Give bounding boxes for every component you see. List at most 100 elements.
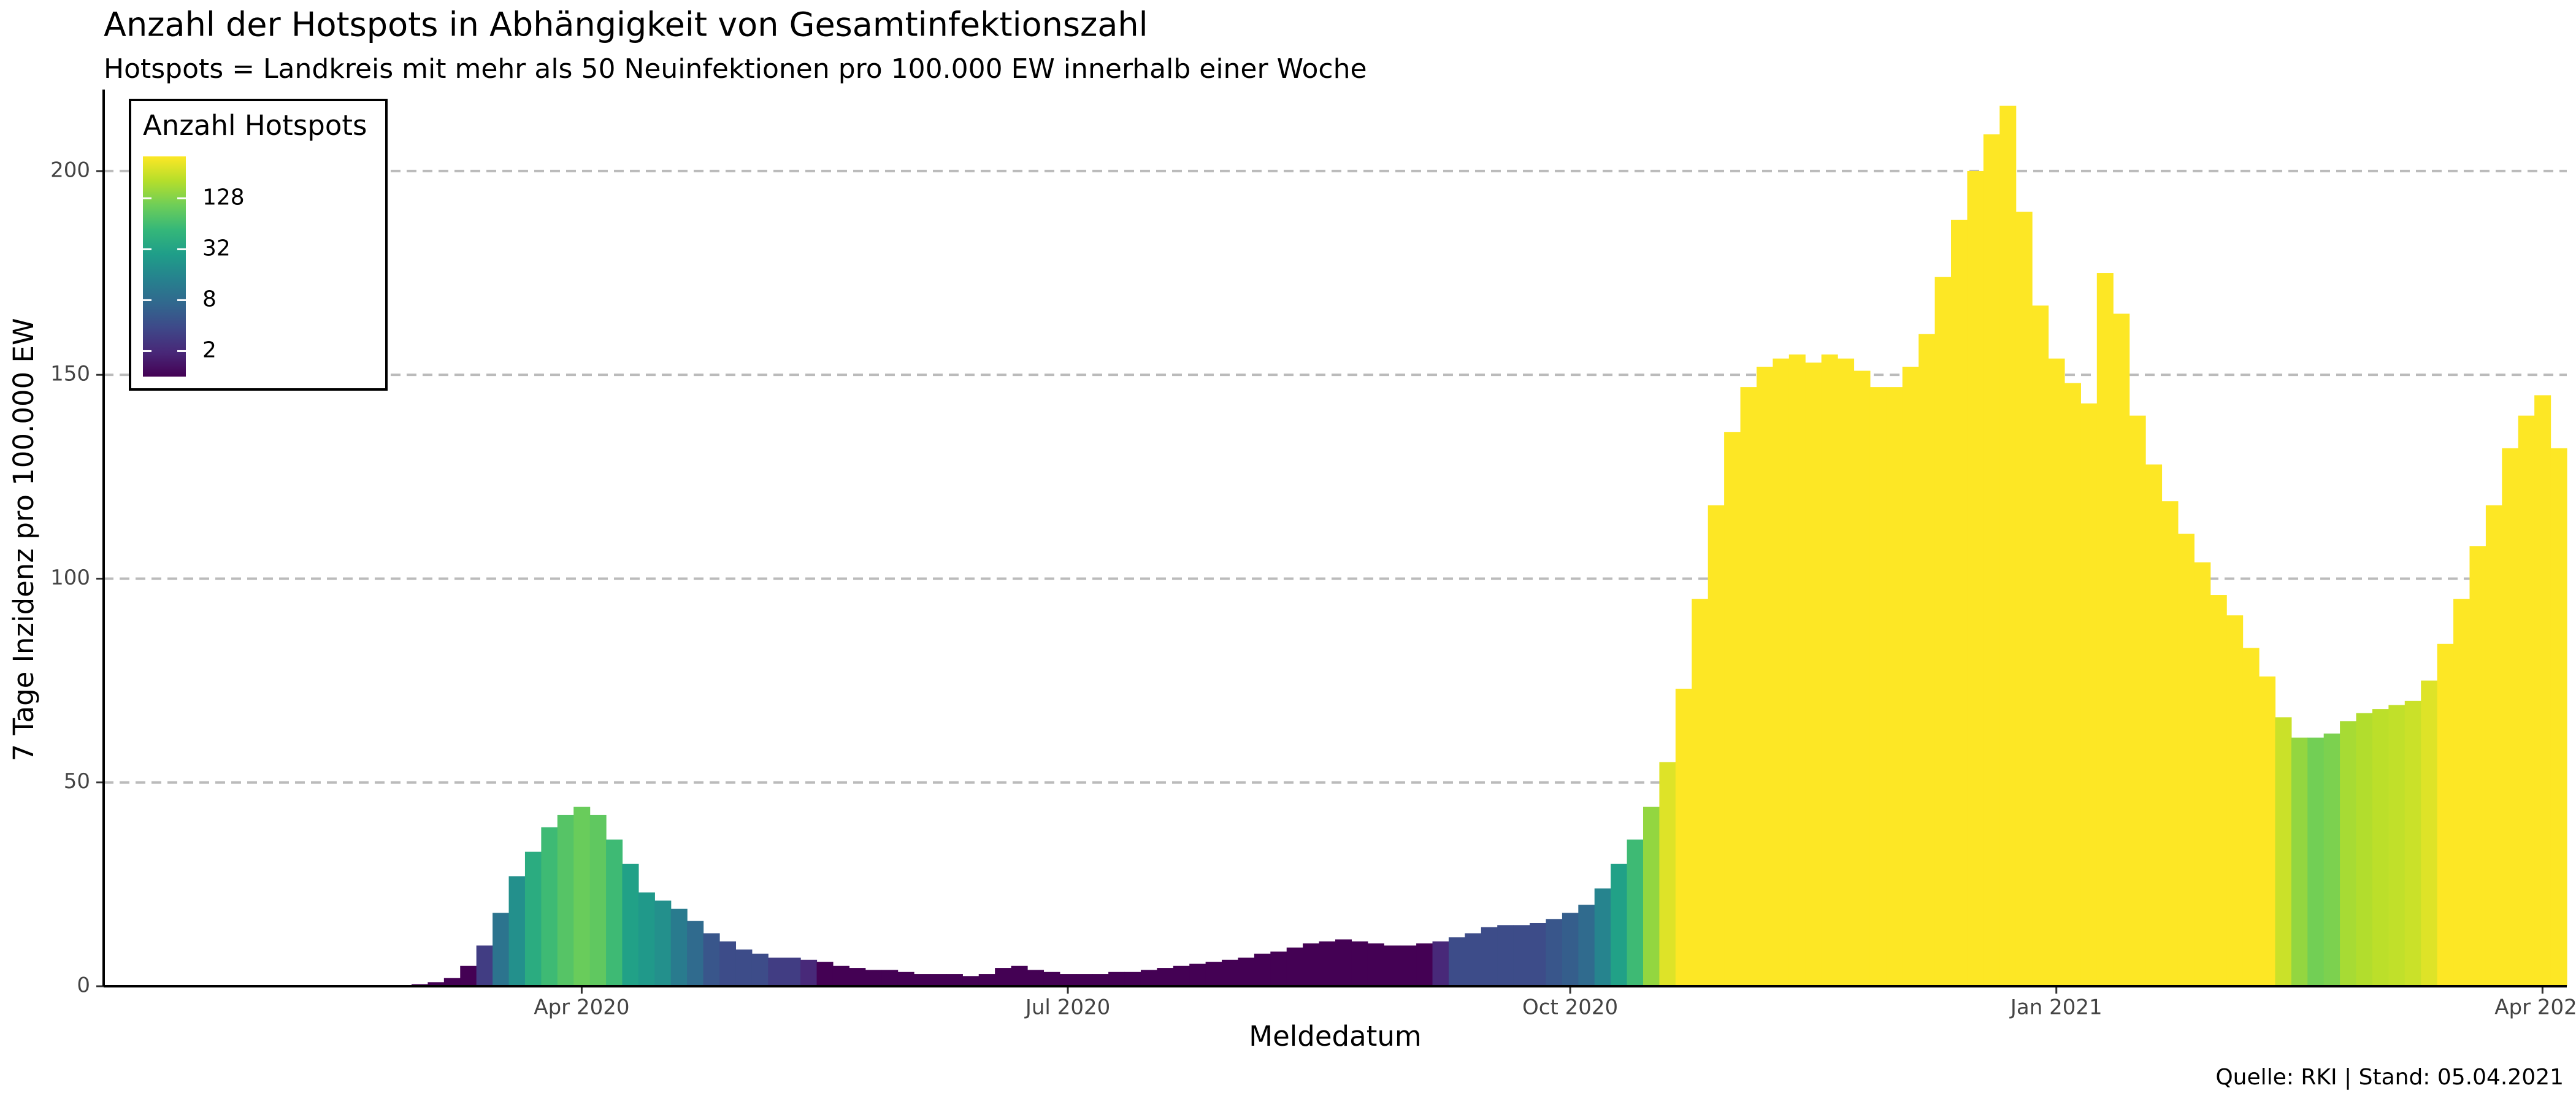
bar <box>2113 313 2130 986</box>
bar <box>1222 959 1239 986</box>
bar <box>1124 972 1141 986</box>
bar <box>2161 501 2179 986</box>
y-axis-label: 7 Tage Inzidenz pro 100.000 EW <box>7 318 40 762</box>
bar <box>1497 925 1514 986</box>
bar <box>1643 807 1660 986</box>
x-axis-label: Meldedatum <box>1249 1020 1421 1052</box>
bar <box>2015 212 2033 986</box>
chart-title: Anzahl der Hotspots in Abhängigkeit von … <box>104 6 1148 44</box>
bar <box>1254 953 1271 986</box>
bar <box>443 978 461 986</box>
y-tick-label: 50 <box>64 769 90 794</box>
bar <box>865 970 882 986</box>
bar <box>1562 913 1579 986</box>
bar <box>1189 964 1206 986</box>
bar <box>978 974 995 986</box>
bar <box>1335 939 1352 986</box>
bar <box>460 965 477 986</box>
bar <box>1205 962 1222 986</box>
x-tick-label: Jan 2021 <box>2009 995 2103 1020</box>
bar <box>2145 464 2163 986</box>
bar <box>1967 171 1984 987</box>
bar <box>2307 737 2325 986</box>
bar <box>1140 970 1157 986</box>
bar <box>2534 395 2551 986</box>
legend-label: 8 <box>202 286 217 312</box>
bar <box>1157 968 1174 986</box>
bar <box>1076 974 1093 986</box>
bar <box>1011 965 1028 986</box>
bar <box>654 900 672 986</box>
bar <box>622 864 639 986</box>
bar <box>1092 974 1109 986</box>
bar <box>1675 688 1692 986</box>
bar <box>930 974 947 986</box>
bar <box>2372 709 2389 986</box>
bar <box>962 976 979 986</box>
bar <box>1367 943 1384 986</box>
bar <box>849 968 866 986</box>
bar <box>735 949 753 986</box>
bar <box>816 962 834 986</box>
bar <box>606 839 623 986</box>
bar <box>1821 354 1838 986</box>
bar <box>800 959 818 986</box>
bar <box>2340 721 2357 986</box>
legend-label: 2 <box>202 337 217 362</box>
bar <box>784 957 801 986</box>
bar <box>719 941 737 986</box>
bar <box>1416 943 1433 986</box>
bar <box>2485 505 2502 986</box>
bar <box>1692 599 1709 986</box>
bar <box>1659 762 1676 986</box>
bar <box>1173 965 1190 986</box>
bar <box>751 953 769 986</box>
bar <box>2259 676 2276 986</box>
bar <box>1805 362 1822 986</box>
x-tick-label: Oct 2020 <box>1522 995 1618 1020</box>
bar <box>1853 370 1871 986</box>
bar <box>1513 925 1530 986</box>
chart-subtitle: Hotspots = Landkreis mit mehr als 50 Neu… <box>104 53 1367 85</box>
legend-title: Anzahl Hotspots <box>143 109 367 142</box>
bar <box>1238 957 1255 986</box>
colorbar <box>143 156 186 377</box>
bar <box>1838 358 1855 986</box>
bar <box>1788 354 1806 986</box>
bar <box>881 970 899 986</box>
bar <box>1919 334 1936 986</box>
bar <box>1886 387 1903 986</box>
bar <box>589 815 607 986</box>
bar <box>541 827 558 986</box>
bar <box>1951 220 1968 986</box>
y-tick-label: 0 <box>77 973 90 998</box>
x-tick-label: Apr 2021 <box>2494 995 2576 1020</box>
bar <box>1627 839 1644 986</box>
bar <box>995 968 1012 986</box>
bar <box>1043 972 1060 986</box>
bar <box>2064 383 2081 986</box>
bar <box>2080 403 2098 986</box>
bar <box>2518 415 2535 986</box>
bar <box>2550 448 2567 986</box>
bar <box>2032 305 2049 986</box>
bar <box>524 851 542 986</box>
bar <box>1999 105 2017 987</box>
bar <box>1270 951 1287 986</box>
bar <box>768 957 785 986</box>
caption: Quelle: RKI | Stand: 05.04.2021 <box>2215 1065 2564 1090</box>
bar <box>493 913 510 986</box>
bar <box>476 945 493 986</box>
bar <box>2210 595 2227 986</box>
bar <box>1740 387 1757 986</box>
y-tick-label: 100 <box>50 565 90 590</box>
bar <box>1546 919 1563 986</box>
bar <box>427 982 445 986</box>
bar <box>2502 448 2519 986</box>
bar <box>897 972 914 986</box>
bar <box>1902 366 1919 986</box>
bar <box>2129 415 2146 986</box>
bar <box>1384 945 1401 986</box>
bar <box>2404 700 2421 986</box>
